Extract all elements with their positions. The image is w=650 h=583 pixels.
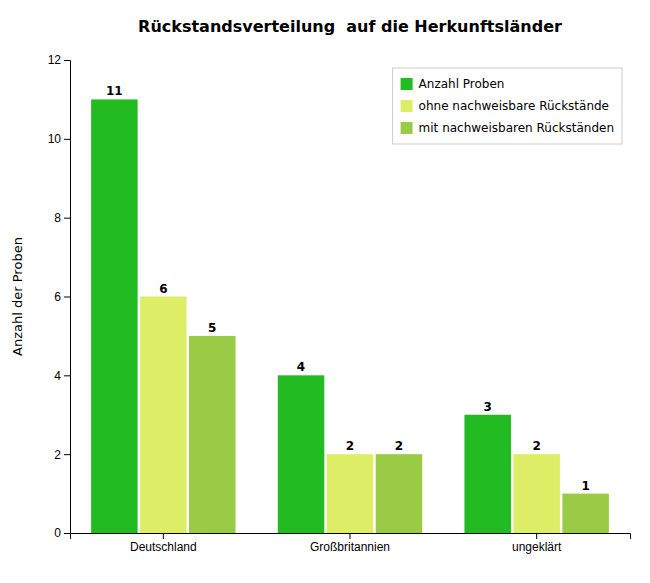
y-axis: 0 2 4 6 8 10 12 (48, 53, 71, 540)
data-label: 2 (346, 439, 354, 453)
y-tick-mark (64, 218, 70, 219)
y-tick-label: 4 (54, 369, 61, 383)
bar (464, 415, 511, 533)
y-tick-mark (64, 533, 70, 534)
bar (91, 99, 138, 533)
legend-item: Anzahl Proben (401, 77, 505, 91)
legend-item: mit nachweisbaren Rückständen (401, 121, 614, 135)
legend-swatch (401, 122, 413, 134)
x-tick: Großbritannien (310, 533, 390, 554)
legend-label: mit nachweisbaren Rückständen (419, 121, 614, 135)
data-label: 3 (484, 400, 492, 414)
y-tick-label: 8 (54, 211, 61, 225)
y-tick-label: 0 (54, 526, 61, 540)
y-tick-label: 2 (54, 448, 61, 462)
x-tick: ungeklärt (512, 533, 562, 554)
y-tick: 12 (48, 53, 70, 67)
y-tick: 0 (54, 526, 70, 540)
y-tick-label: 12 (48, 53, 62, 67)
data-labels: 11 4 3 6 2 2 5 2 1 (106, 84, 590, 492)
x-axis-line (71, 534, 631, 540)
x-tick-label: Großbritannien (310, 540, 390, 554)
bar (513, 454, 560, 533)
legend-label: Anzahl Proben (419, 77, 505, 91)
x-tick-label: ungeklärt (512, 540, 562, 554)
bar (376, 454, 423, 533)
bar (562, 494, 609, 533)
title: Rückstandsverteilung auf die Herkunftslä… (138, 17, 562, 36)
data-label: 6 (159, 282, 167, 296)
bar (278, 375, 325, 533)
x-tick-mark (350, 533, 351, 539)
legend-swatch (401, 78, 413, 90)
y-tick-mark (64, 297, 70, 298)
y-tick-mark (64, 60, 70, 61)
bars (91, 99, 609, 533)
y-tick: 2 (54, 448, 70, 462)
x-tick: Deutschland (130, 533, 197, 554)
y-tick-label: 6 (54, 290, 61, 304)
x-tick-label: Deutschland (130, 540, 197, 554)
data-label: 1 (581, 479, 589, 493)
y-tick-mark (64, 139, 70, 140)
legend-label: ohne nachweisbare Rückstände (419, 99, 609, 113)
y-tick-mark (64, 454, 70, 455)
y-axis-line (64, 61, 71, 534)
chart: 1143622521024681012DeutschlandGroßbritan… (0, 0, 650, 583)
y-tick-label: 10 (48, 132, 62, 146)
y-tick: 8 (54, 211, 70, 225)
y-axis-title: Anzahl der Proben (10, 237, 25, 356)
x-axis: Deutschland Großbritannien ungeklärt (71, 533, 631, 554)
y-tick-mark (64, 375, 70, 376)
data-label: 2 (532, 439, 540, 453)
y-tick: 6 (54, 290, 70, 304)
plot: 1143622521024681012DeutschlandGroßbritan… (48, 53, 631, 553)
y-tick: 10 (48, 132, 70, 146)
x-tick-mark (163, 533, 164, 539)
x-tick-mark (536, 533, 537, 539)
bar (140, 297, 187, 534)
data-label: 11 (106, 84, 123, 98)
y-tick: 4 (54, 369, 70, 383)
data-label: 4 (297, 360, 305, 374)
legend-box (393, 68, 622, 144)
bar (327, 454, 374, 533)
bar (189, 336, 236, 533)
legend-item: ohne nachweisbare Rückstände (401, 99, 609, 113)
data-label: 5 (208, 321, 216, 335)
data-label: 2 (395, 439, 403, 453)
legend-swatch (401, 100, 413, 112)
legend: Anzahl Proben ohne nachweisbare Rückständ… (393, 68, 622, 144)
